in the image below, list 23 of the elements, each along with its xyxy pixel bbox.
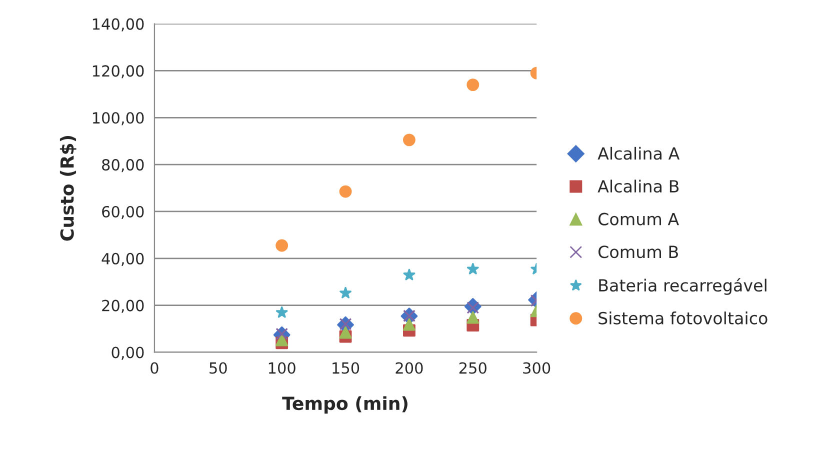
y-tick-label: 0,00 (112, 346, 144, 360)
y-tick-label: 80,00 (102, 159, 144, 172)
x-tick-label: 200 (396, 362, 423, 374)
x-tick-label: 0 (150, 362, 158, 374)
legend-label: Bateria recarregável (599, 278, 766, 295)
x-tick-label: 100 (268, 362, 296, 374)
x-tick-label: 150 (332, 362, 360, 374)
x-tick-label: 300 (523, 362, 550, 374)
legend-label: Alcalina B (598, 180, 679, 193)
y-tick-label: 120,00 (92, 65, 144, 78)
y-tick-label: 20,00 (102, 300, 144, 313)
legend-label: Alcalina A (598, 146, 680, 160)
y-tick-label: 140,00 (92, 18, 144, 32)
y-tick-label: 100,00 (92, 112, 144, 126)
y-axis-title: Custo (R$) (60, 136, 76, 241)
x-axis-title: Tempo (min) (282, 396, 408, 414)
legend-label: Comum A (598, 212, 679, 226)
y-tick-label: 60,00 (102, 206, 144, 220)
x-tick-label: 50 (210, 362, 227, 374)
x-tick-label: 250 (459, 362, 486, 374)
legend-label: Comum B (598, 246, 678, 258)
y-tick-label: 40,00 (102, 252, 144, 266)
legend-label: Sistema fotovoltaico (598, 312, 768, 324)
